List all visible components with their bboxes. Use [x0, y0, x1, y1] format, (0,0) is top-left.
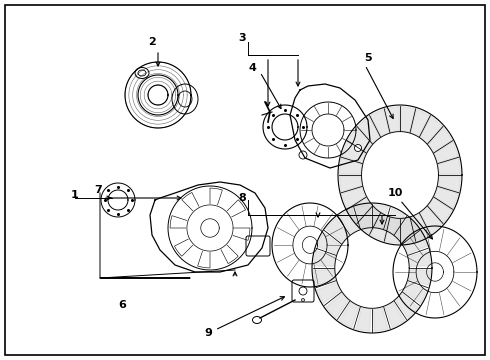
Polygon shape: [385, 208, 405, 234]
Polygon shape: [395, 293, 418, 318]
Text: 3: 3: [238, 33, 246, 43]
Ellipse shape: [135, 68, 149, 78]
Polygon shape: [313, 270, 336, 285]
Text: 4: 4: [248, 63, 256, 73]
Polygon shape: [408, 251, 431, 266]
Text: 5: 5: [364, 53, 372, 63]
Polygon shape: [434, 187, 459, 209]
Text: 8: 8: [238, 193, 246, 203]
Polygon shape: [385, 107, 399, 132]
Ellipse shape: [178, 91, 192, 107]
Ellipse shape: [299, 287, 307, 295]
Polygon shape: [358, 207, 380, 234]
Text: 10: 10: [387, 188, 403, 198]
Text: 6: 6: [118, 300, 126, 310]
Polygon shape: [356, 204, 370, 229]
Polygon shape: [400, 218, 415, 244]
Polygon shape: [370, 109, 390, 136]
Polygon shape: [408, 270, 431, 285]
Ellipse shape: [172, 84, 198, 114]
Polygon shape: [400, 107, 415, 132]
Polygon shape: [420, 207, 442, 234]
FancyBboxPatch shape: [292, 280, 314, 302]
Polygon shape: [348, 198, 372, 223]
Text: 2: 2: [148, 37, 156, 47]
Polygon shape: [411, 213, 430, 241]
Text: 9: 9: [204, 328, 212, 338]
Polygon shape: [342, 187, 366, 209]
Polygon shape: [339, 302, 359, 328]
Polygon shape: [348, 127, 372, 153]
Polygon shape: [428, 198, 452, 223]
Polygon shape: [317, 233, 341, 254]
FancyBboxPatch shape: [246, 236, 270, 256]
Polygon shape: [370, 213, 390, 241]
Polygon shape: [326, 218, 349, 243]
Ellipse shape: [354, 144, 362, 152]
Polygon shape: [373, 307, 388, 332]
Ellipse shape: [252, 316, 262, 324]
Ellipse shape: [299, 151, 307, 159]
Polygon shape: [317, 282, 341, 303]
Polygon shape: [385, 218, 399, 244]
Polygon shape: [434, 141, 459, 163]
Polygon shape: [385, 302, 405, 328]
Polygon shape: [395, 218, 418, 243]
Ellipse shape: [301, 298, 304, 302]
Polygon shape: [403, 233, 427, 254]
Polygon shape: [411, 109, 430, 136]
Polygon shape: [438, 158, 461, 175]
Polygon shape: [356, 307, 370, 332]
Polygon shape: [339, 208, 359, 234]
Polygon shape: [339, 158, 362, 175]
Polygon shape: [339, 175, 362, 192]
Polygon shape: [403, 282, 427, 303]
Polygon shape: [326, 293, 349, 318]
Polygon shape: [420, 116, 442, 144]
Polygon shape: [342, 141, 366, 163]
Text: 7: 7: [94, 185, 102, 195]
Polygon shape: [358, 116, 380, 144]
Polygon shape: [428, 127, 452, 153]
Ellipse shape: [138, 70, 146, 76]
Text: 1: 1: [71, 190, 79, 200]
Polygon shape: [313, 251, 336, 266]
Polygon shape: [373, 204, 388, 229]
Polygon shape: [438, 175, 461, 192]
